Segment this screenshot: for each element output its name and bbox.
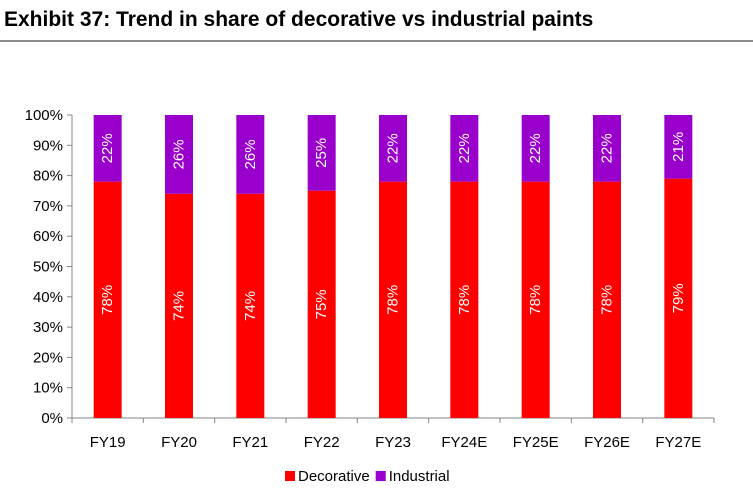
- data-label-industrial-fy25e: 22%: [527, 133, 544, 163]
- data-label-industrial-fy26e: 22%: [599, 133, 616, 163]
- data-label-industrial-fy21: 26%: [242, 139, 259, 169]
- y-tick-label: 100%: [25, 107, 63, 124]
- legend-swatch-decorative: [285, 471, 295, 481]
- y-tick-label: 50%: [33, 259, 63, 276]
- bar-industrial-fy21: [236, 115, 265, 194]
- bar-industrial-fy27e: [664, 115, 693, 179]
- data-label-industrial-fy20: 26%: [171, 139, 188, 169]
- data-label-industrial-fy23: 22%: [385, 133, 402, 163]
- legend-swatch-industrial: [375, 471, 386, 481]
- x-category-label: FY26E: [584, 434, 630, 451]
- legend-label-industrial: Industrial: [389, 468, 450, 485]
- data-label-decorative-fy24e: 78%: [456, 285, 473, 315]
- bar-decorative-fy26e: [593, 181, 621, 418]
- data-label-decorative-fy26e: 78%: [599, 285, 616, 315]
- data-label-industrial-fy22: 25%: [313, 138, 330, 168]
- data-label-industrial-fy27e: 21%: [670, 132, 687, 162]
- x-category-label: FY22: [304, 434, 340, 451]
- x-category-label: FY21: [232, 434, 268, 451]
- bar-decorative-fy25e: [521, 181, 550, 418]
- data-label-decorative-fy21: 74%: [242, 291, 259, 321]
- bar-decorative-fy24e: [450, 181, 479, 418]
- bar-decorative-fy21: [236, 193, 265, 418]
- bar-industrial-fy23: [379, 115, 407, 182]
- y-tick-label: 0%: [41, 410, 63, 427]
- bar-industrial-fy26e: [593, 115, 621, 182]
- data-label-decorative-fy20: 74%: [171, 291, 188, 321]
- data-label-industrial-fy19: 22%: [99, 133, 116, 163]
- x-category-label: FY23: [375, 434, 411, 451]
- bar-decorative-fy27e: [664, 178, 693, 418]
- bar-industrial-fy24e: [450, 115, 479, 182]
- bar-industrial-fy19: [93, 115, 122, 182]
- bar-industrial-fy20: [165, 115, 193, 194]
- bar-decorative-fy23: [379, 181, 407, 418]
- data-label-decorative-fy25e: 78%: [527, 285, 544, 315]
- bar-industrial-fy22: [307, 115, 336, 191]
- data-label-decorative-fy19: 78%: [99, 285, 116, 315]
- data-label-decorative-fy27e: 79%: [670, 283, 687, 313]
- bar-industrial-fy25e: [521, 115, 550, 182]
- x-category-label: FY20: [161, 434, 197, 451]
- x-category-label: FY24E: [441, 434, 487, 451]
- y-tick-label: 80%: [33, 168, 63, 185]
- y-tick-label: 60%: [33, 228, 63, 245]
- x-category-label: FY25E: [513, 434, 559, 451]
- x-category-label: FY27E: [655, 434, 701, 451]
- y-tick-label: 30%: [33, 319, 63, 336]
- bar-decorative-fy20: [165, 193, 193, 418]
- page-title: Exhibit 37: Trend in share of decorative…: [4, 8, 594, 31]
- legend-label-decorative: Decorative: [298, 468, 370, 485]
- y-tick-label: 10%: [33, 380, 63, 397]
- y-tick-label: 70%: [33, 198, 63, 215]
- data-label-decorative-fy23: 78%: [385, 285, 402, 315]
- y-tick-label: 90%: [33, 137, 63, 154]
- bar-decorative-fy22: [307, 190, 336, 418]
- x-category-label: FY19: [90, 434, 126, 451]
- y-tick-label: 40%: [33, 289, 63, 306]
- data-label-decorative-fy22: 75%: [313, 289, 330, 319]
- y-tick-label: 20%: [33, 349, 63, 366]
- bar-decorative-fy19: [93, 181, 122, 418]
- data-label-industrial-fy24e: 22%: [456, 133, 473, 163]
- title-divider: [0, 40, 753, 42]
